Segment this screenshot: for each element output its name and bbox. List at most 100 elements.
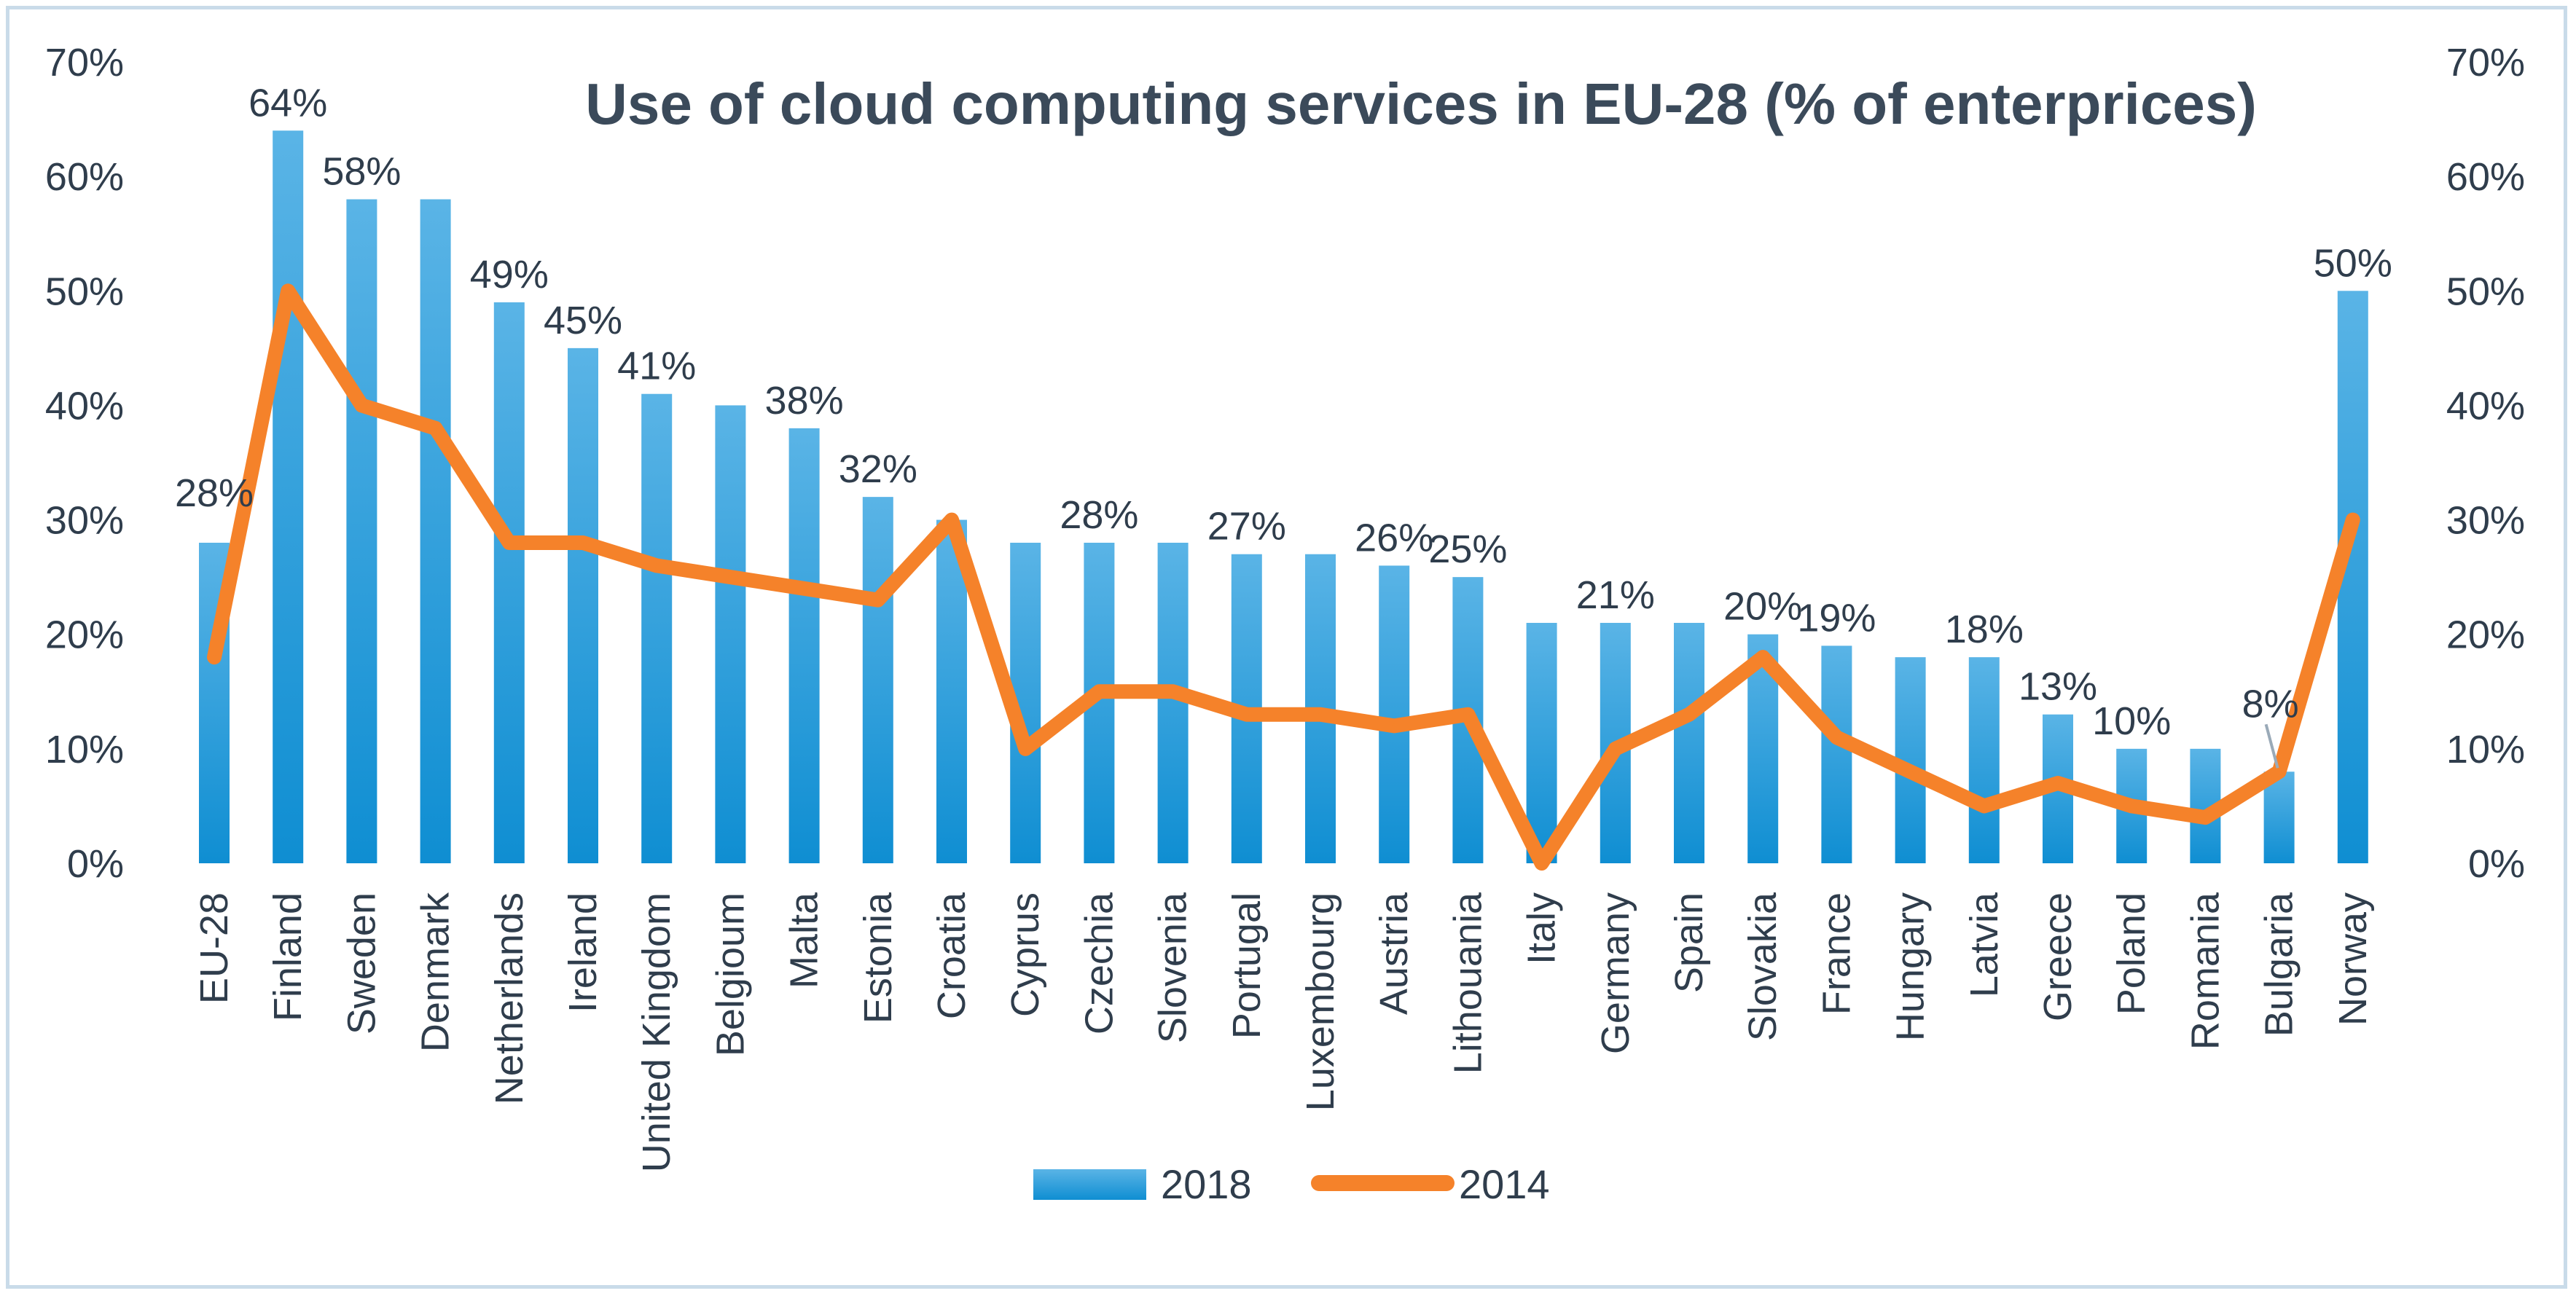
bar-italy [1526,623,1557,863]
point-2014-denmark [433,425,438,431]
x-tick-cyprus: Cyprus [1003,892,1047,1017]
bar-united-kingdom [641,393,673,863]
point-2014-slovenia [1170,689,1175,694]
y-tick-left: 70% [45,41,124,85]
data-label-slovakia: 20% [1723,585,1802,629]
point-2014-luxembourg [1318,712,1323,717]
y-tick-right: 60% [2446,155,2525,199]
point-2014-hungary [1908,769,1913,774]
point-2014-poland [2129,804,2134,809]
bar-estonia [862,497,893,863]
y-tick-left: 0% [67,842,124,886]
x-tick-greece: Greece [2036,892,2080,1021]
bar-ireland [568,347,598,863]
x-axis-categories: EU-28 Finland Sweden Denmark Netherlands Irel… [192,892,2375,1172]
bar-spain [1674,623,1704,863]
data-label-leader [2264,723,2279,769]
data-label-norway: 50% [2314,241,2392,285]
bar-bulgaria [2263,771,2295,863]
x-tick-estonia: Estonia [856,892,900,1024]
x-tick-latvia: Latvia [1962,892,2006,997]
point-2014-cyprus [1023,746,1028,751]
data-labels: 28% 64% 58% 49%45%41% 38% 32% 28% 27% 26%25% 21% 2… [175,81,2392,769]
data-label-finland: 64% [248,81,327,125]
line-2014 [207,283,2360,871]
x-tick-portugal: Portugal [1225,892,1269,1039]
y-tick-left: 20% [45,613,124,657]
x-tick-germany: Germany [1594,892,1637,1054]
legend-swatch-2018 [1033,1169,1146,1200]
data-label-czechia: 28% [1060,493,1138,537]
x-tick-slovakia: Slovakia [1741,892,1785,1041]
x-tick-austria: Austria [1372,892,1416,1015]
bar-sweden [346,199,377,864]
point-2014-finland [286,288,291,294]
y-axis-right: 0% 10% 20% 30% 40% 50% 60% 70% [2446,41,2525,886]
data-label-bulgaria: 8% [2242,682,2299,726]
chart-frame [6,6,2567,1289]
point-2014-germany [1613,746,1618,751]
x-tick-ireland: Ireland [561,892,605,1013]
x-tick-denmark: Denmark [414,892,458,1052]
legend-label-2014: 2014 [1459,1161,1550,1207]
legend: 2018 2014 [1033,1161,1550,1207]
x-tick-spain: Spain [1667,892,1711,993]
x-tick-belgioum: Belgioum [708,892,752,1056]
bar-france [1821,645,1852,863]
x-tick-malta: Malta [783,892,826,989]
data-label-united-kingdom: 41% [617,345,696,388]
point-2014-bulgaria [2276,769,2282,774]
point-2014-czechia [1097,689,1102,694]
data-label-malta: 38% [765,379,844,423]
x-tick-croatia: Croatia [930,892,974,1019]
x-tick-italy: Italy [1520,892,1564,965]
y-tick-left: 30% [45,499,124,543]
y-tick-right: 70% [2446,41,2525,85]
x-tick-romania: Romania [2183,892,2227,1050]
series-line-2014 [207,283,2360,871]
data-label-estonia: 32% [839,447,917,491]
chart-title: Use of cloud computing services in EU-28… [585,71,2257,136]
data-label-poland: 10% [2092,699,2171,743]
bars-2018 [199,130,2368,864]
data-label-ireland: 45% [544,299,622,342]
x-tick-czechia: Czechia [1077,892,1121,1034]
y-tick-left: 50% [45,270,124,313]
y-tick-left: 40% [45,384,124,428]
bar-croatia [936,519,967,863]
bar-denmark [420,199,451,864]
x-tick-hungary: Hungary [1889,892,1933,1041]
x-tick-eu-28: EU-28 [192,892,236,1004]
point-2014-ireland [581,541,585,545]
y-tick-right: 0% [2468,842,2525,886]
bar-belgioum [715,405,746,863]
bar-malta [788,428,820,863]
point-2014-netherlands [506,541,512,545]
y-tick-right: 30% [2446,499,2525,543]
data-label-sweden: 58% [322,150,401,194]
point-2014-austria [1392,723,1397,728]
x-tick-slovenia: Slovenia [1151,892,1195,1043]
point-2014-portugal [1244,712,1249,717]
y-tick-right: 50% [2446,270,2525,313]
point-2014-estonia [875,597,880,602]
bar-latvia [1968,657,2000,863]
y-axis-left: 0% 10% 20% 30% 40% 50% 60% 70% [45,41,124,886]
x-tick-luxembourg: Luxembourg [1299,892,1342,1111]
point-2014-greece [2056,781,2060,785]
point-2014-france [1834,735,1839,740]
bar-slovenia [1157,543,1189,863]
x-tick-united-kingdom: United Kingdom [635,892,678,1172]
data-label-eu-28: 28% [175,471,254,515]
data-label-portugal: 27% [1207,505,1286,549]
data-label-greece: 13% [2019,665,2097,709]
y-tick-left: 10% [45,728,124,771]
point-2014-romania [2203,815,2208,820]
point-2014-croatia [950,517,954,522]
y-tick-right: 20% [2446,613,2525,657]
x-tick-poland: Poland [2110,892,2153,1015]
point-2014-spain [1687,712,1691,717]
x-tick-bulgaria: Bulgaria [2258,892,2301,1037]
x-tick-france: France [1814,892,1858,1015]
